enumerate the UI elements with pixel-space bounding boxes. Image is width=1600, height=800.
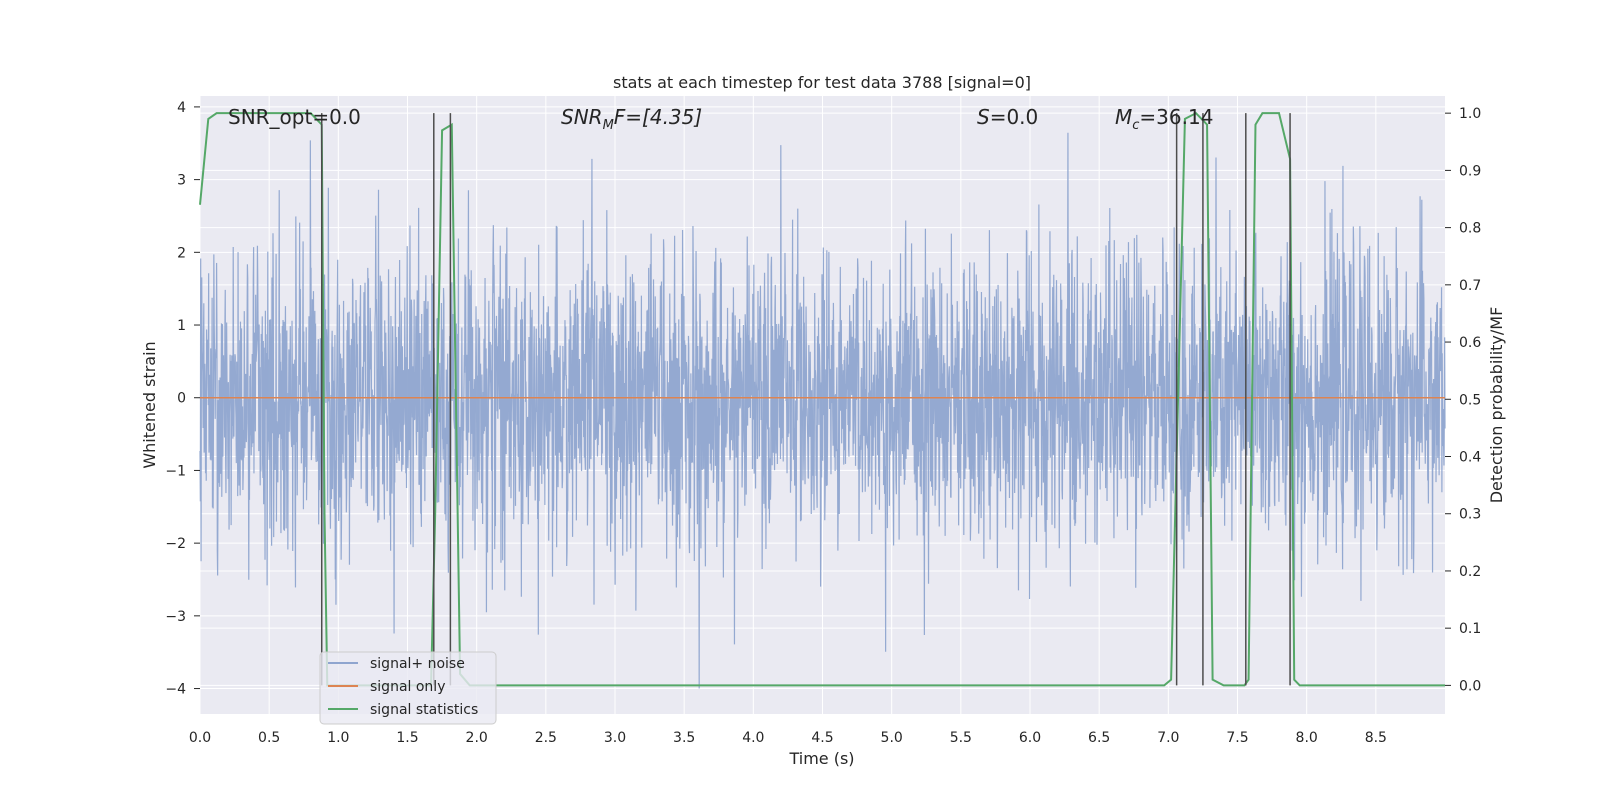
x-tick-label: 1.0 — [327, 730, 349, 746]
annotation-snr-opt: SNR_opt=0.0 — [228, 105, 361, 129]
vertical-markers — [320, 113, 1291, 686]
annotation-s-name: S — [977, 105, 990, 129]
annotation-snr-mf-rest: F=[4.35] — [614, 105, 702, 129]
annotation-s: S=0.0 — [977, 105, 1038, 129]
annotation-mc-rest: =36.14 — [1139, 105, 1213, 129]
legend-box — [319, 651, 497, 725]
signal-noise-line — [199, 132, 1446, 689]
x-tick-label: 5.5 — [950, 730, 972, 746]
x-axis-label: Time (s) — [788, 749, 854, 768]
x-tick-label: 5.0 — [881, 730, 903, 746]
legend: signal+ noise signal only signal statist… — [319, 651, 497, 725]
x-tick-label: 6.0 — [1019, 730, 1041, 746]
y-right-tick-label: 0.6 — [1459, 335, 1481, 351]
x-tick-label: 8.0 — [1296, 730, 1318, 746]
y-right-tick-label: 0.9 — [1459, 163, 1481, 179]
y-right-tick-label: 0.1 — [1459, 621, 1481, 637]
y-left-tick-label: 3 — [177, 173, 186, 189]
chart-title: stats at each timestep for test data 378… — [613, 73, 1031, 92]
signal-noise-series — [199, 132, 1446, 689]
annotation-mc-name: M — [1115, 105, 1132, 129]
y-left-tick-label: 2 — [177, 245, 186, 261]
tick-labels: 0.0 0.5 1.0 1.5 2.0 2.5 3.0 3.5 4.0 4.5 5.0 5.5 6.0 6… — [165, 100, 1481, 746]
x-tick-label: 4.5 — [811, 730, 833, 746]
signal-statistics-line — [199, 111, 1445, 687]
y-axis-left-label: Whitened strain — [140, 341, 159, 468]
y-left-tick-label: −4 — [165, 682, 186, 698]
y-right-tick-label: 0.2 — [1459, 564, 1481, 580]
y-right-tick-label: 0.4 — [1459, 450, 1481, 466]
x-tick-label: 3.5 — [673, 730, 695, 746]
x-tick-label: 6.5 — [1088, 730, 1110, 746]
x-tick-label: 8.5 — [1365, 730, 1387, 746]
annotation-snr-mf: SNRMF=[4.35] — [561, 105, 702, 133]
y-left-tick-label: −1 — [165, 463, 186, 479]
legend-label-signal-statistics: signal statistics — [370, 702, 478, 718]
y-right-tick-label: 0.7 — [1459, 278, 1481, 294]
x-tick-label: 7.0 — [1157, 730, 1179, 746]
y-left-tick-label: 4 — [177, 100, 186, 116]
y-right-tick-label: 0.5 — [1459, 392, 1481, 408]
signal-statistics-series — [199, 111, 1446, 687]
y-right-tick-label: 0.8 — [1459, 221, 1481, 237]
x-tick-label: 2.5 — [535, 730, 557, 746]
x-tick-label: 2.0 — [466, 730, 488, 746]
x-tick-label: 1.5 — [396, 730, 418, 746]
annotation-mc-sub: c — [1132, 118, 1139, 133]
x-tick-label: 7.5 — [1226, 730, 1248, 746]
x-tick-label: 0.0 — [189, 730, 211, 746]
y-left-tick-label: 1 — [177, 318, 186, 334]
legend-label-signal-noise: signal+ noise — [370, 656, 465, 672]
annotation-snr-mf-sub: M — [603, 118, 614, 133]
y-left-tick-label: −2 — [165, 536, 186, 552]
y-right-tick-label: 0.0 — [1459, 678, 1481, 694]
x-tick-label: 3.0 — [604, 730, 626, 746]
y-right-tick-label: 1.0 — [1459, 106, 1481, 122]
legend-label-signal-only: signal only — [370, 679, 445, 695]
annotation-snr-mf-name: SNR — [561, 105, 603, 129]
y-right-tick-label: 0.3 — [1459, 507, 1481, 523]
y-left-tick-label: 0 — [177, 391, 186, 407]
annotation-mc: Mc=36.14 — [1115, 105, 1213, 133]
annotation-s-rest: =0.0 — [990, 105, 1039, 129]
x-tick-label: 4.0 — [742, 730, 764, 746]
y-axis-right-label: Detection probability/MF — [1487, 307, 1506, 504]
y-left-tick-label: −3 — [165, 609, 186, 625]
x-tick-label: 0.5 — [258, 730, 280, 746]
